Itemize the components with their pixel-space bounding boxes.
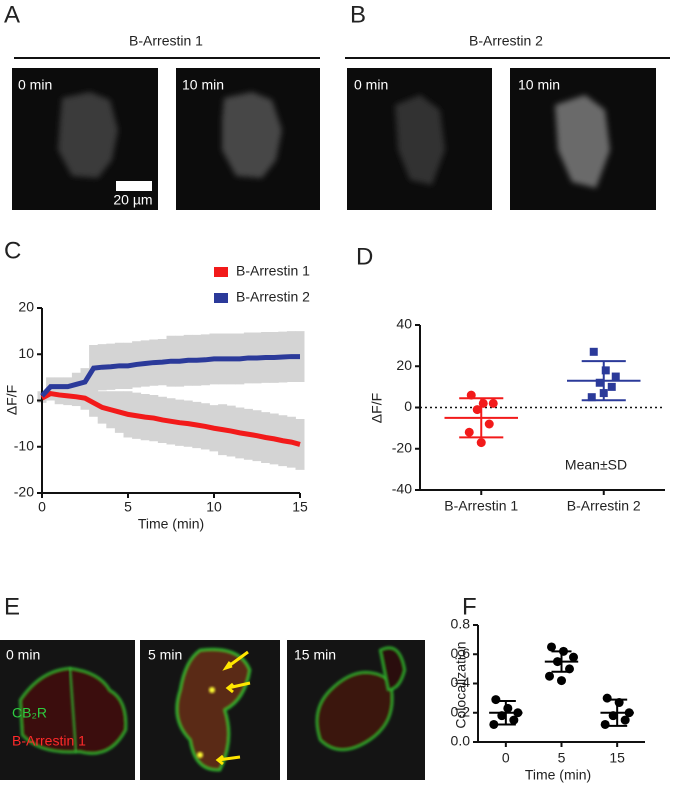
scale-bar-label: 20 µm [113,192,152,208]
data-point [547,642,556,652]
y-tick-label: 10 [18,345,34,361]
y-axis-label: Colocalization [453,641,469,728]
image-label: 15 min [294,647,336,663]
x-axis-label: Time (min) [525,767,591,783]
data-point [600,719,610,729]
panel-letter: B [350,1,366,28]
image-label: 0 min [354,77,388,93]
x-tick-label: 15 [609,750,625,766]
panel-heading: B-Arrestin 2 [469,33,543,49]
data-point [557,676,566,686]
channel-label: CB₂R [12,705,47,721]
legend-swatch [214,267,228,277]
data-point [489,719,499,729]
legend-label: B-Arrestin 2 [236,289,310,305]
panel-letter: D [356,243,373,270]
panel-letter: A [4,1,20,28]
data-point [620,715,630,725]
annotation: Mean±SD [565,457,627,473]
panel-letter: E [4,593,20,620]
y-tick-label: 40 [396,316,412,332]
y-tick-label: 0 [26,391,34,407]
data-point [491,695,501,705]
panel-heading: B-Arrestin 1 [129,33,203,49]
data-point [472,405,482,415]
micrograph: 0 min 20 µm [12,68,158,210]
y-tick-label: -20 [14,484,34,500]
x-axis-label: Time (min) [138,516,204,532]
y-tick-label: 0.8 [451,616,471,632]
data-point [509,715,519,725]
legend-label: B-Arrestin 1 [236,263,310,279]
panel-letter: F [462,593,477,620]
x-tick-label: B-Arrestin 2 [567,498,641,514]
y-tick-label: 0.4 [451,674,471,690]
y-tick-label: -40 [392,481,412,497]
x-tick-label: 15 [292,499,308,515]
micrograph: 0 min CB₂R B-Arrestin 1 [0,640,135,780]
y-tick-label: 0.2 [451,703,471,719]
y-tick-label: 20 [396,357,412,373]
data-point [484,419,494,429]
y-tick-label: 0.0 [451,733,471,749]
data-point [595,378,604,387]
data-point [464,427,474,437]
data-point [601,366,610,375]
data-point [503,703,513,713]
micrograph: 15 min [287,640,425,780]
data-point [545,671,554,681]
image-label: 0 min [6,647,40,663]
x-tick-label: 0 [38,499,46,515]
data-point [587,393,596,402]
y-tick-label: 20 [18,299,34,315]
panel-letter: C [4,237,21,264]
data-point [589,347,598,356]
y-tick-label: -10 [14,437,34,453]
data-point [569,652,578,662]
y-axis-label: ΔF/F [4,385,20,415]
y-tick-label: -20 [392,439,412,455]
data-point [476,438,486,448]
micrograph: 10 min [176,68,320,210]
image-label: 5 min [148,647,182,663]
y-axis-label: ΔF/F [369,393,385,423]
x-tick-label: 0 [502,750,510,766]
x-tick-label: B-Arrestin 1 [444,498,518,514]
series-line [40,390,301,447]
image-label: 0 min [18,77,52,93]
y-tick-label: 0 [404,398,412,414]
micrograph: 0 min [347,68,492,210]
channel-label: B-Arrestin 1 [12,733,86,749]
image-label: 10 min [518,77,560,93]
y-tick-label: 0.6 [451,645,471,661]
micrograph: 10 min [510,68,656,210]
scale-bar [116,181,152,191]
micrograph: 5 min [140,640,280,780]
x-tick-label: 5 [558,750,566,766]
data-point [602,693,612,703]
x-tick-label: 10 [206,499,222,515]
data-point [607,382,616,391]
data-point [611,372,620,381]
image-label: 10 min [182,77,224,93]
data-point [488,398,498,408]
x-tick-label: 5 [124,499,132,515]
series-line [40,354,300,398]
legend-swatch [214,293,228,303]
